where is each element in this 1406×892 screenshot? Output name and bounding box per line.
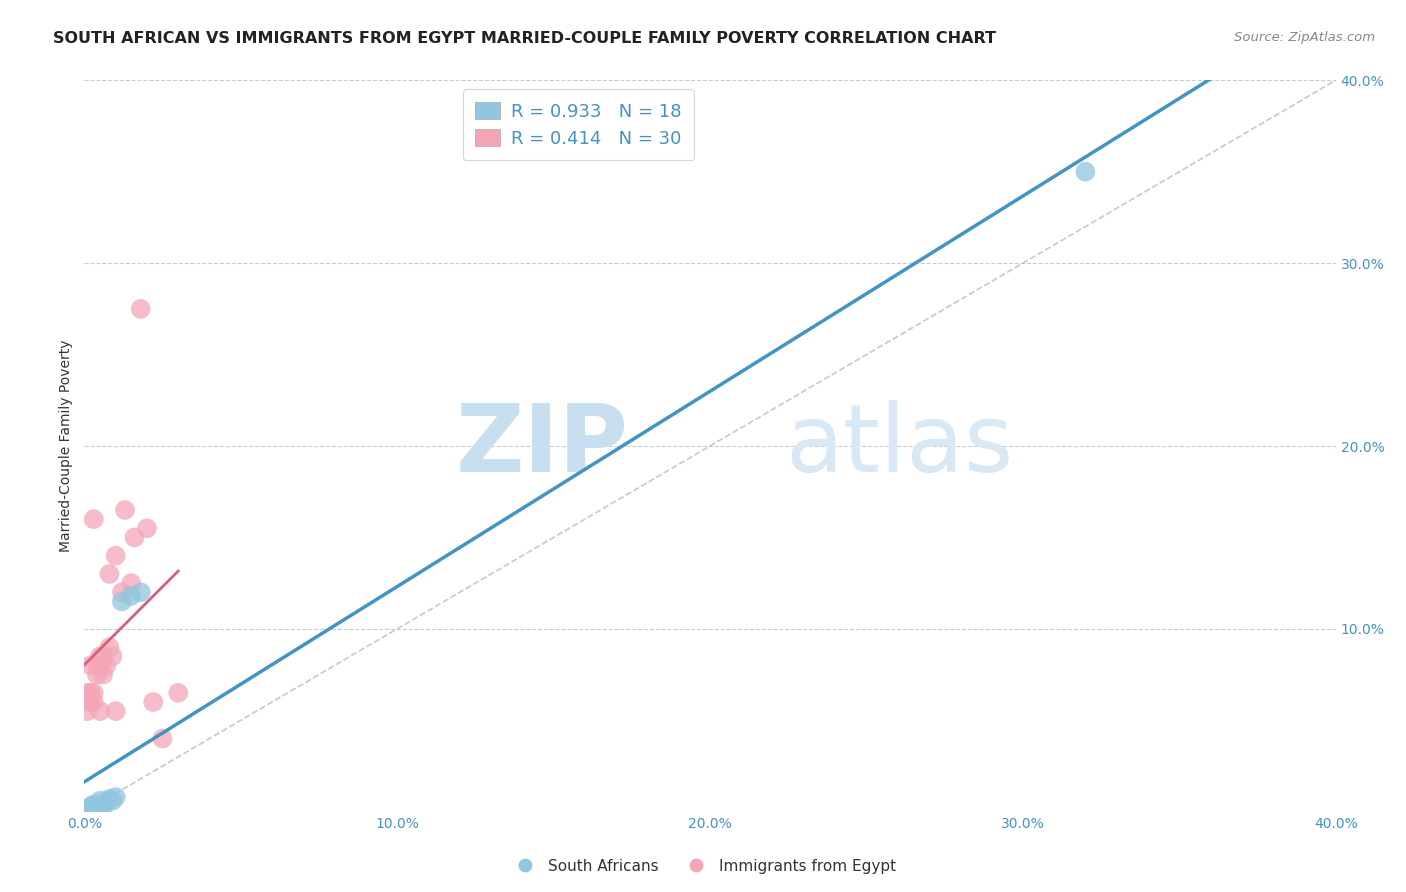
Point (96, 658, 118, 673)
Point (120, 576, 142, 591)
Point (111, 594, 134, 608)
Point (91, 649, 114, 664)
Text: SOUTH AFRICAN VS IMMIGRANTS FROM EGYPT MARRIED-COUPLE FAMILY POVERTY CORRELATION: SOUTH AFRICAN VS IMMIGRANTS FROM EGYPT M… (53, 31, 997, 46)
Point (79, 686, 101, 700)
Point (152, 731, 174, 746)
Point (86, 658, 108, 673)
Point (91, 799, 114, 814)
Point (129, 585, 152, 599)
Point (89, 794, 111, 808)
Point (79, 799, 101, 814)
Point (114, 503, 136, 517)
Point (129, 301, 152, 316)
Point (83, 797, 105, 812)
Point (98, 792, 121, 806)
Point (136, 521, 159, 535)
Point (111, 585, 134, 599)
Point (83, 803, 105, 817)
Point (101, 649, 124, 664)
Point (86, 799, 108, 814)
Point (89, 649, 111, 664)
Point (89, 704, 111, 718)
Point (98, 640, 121, 655)
Point (86, 801, 108, 815)
Point (89, 658, 111, 673)
Point (83, 686, 105, 700)
Text: ZIP: ZIP (456, 400, 628, 492)
Y-axis label: Married-Couple Family Poverty: Married-Couple Family Poverty (59, 340, 73, 552)
Point (79, 658, 101, 673)
Point (98, 567, 121, 582)
Point (76, 803, 98, 817)
Point (104, 704, 127, 718)
Point (104, 549, 127, 563)
Point (124, 530, 146, 544)
Point (167, 686, 190, 700)
Point (120, 589, 142, 603)
Point (1074, 164, 1097, 178)
Point (76, 704, 98, 718)
Point (79, 695, 101, 709)
Point (86, 667, 108, 681)
Point (96, 796, 118, 810)
Point (83, 512, 105, 526)
Text: atlas: atlas (785, 400, 1014, 492)
Point (83, 695, 105, 709)
Legend: R = 0.933   N = 18, R = 0.414   N = 30: R = 0.933 N = 18, R = 0.414 N = 30 (463, 89, 695, 161)
Legend: South Africans, Immigrants from Egypt: South Africans, Immigrants from Egypt (503, 853, 903, 880)
Point (79, 801, 101, 815)
Point (101, 794, 124, 808)
Point (91, 667, 114, 681)
Point (89, 797, 111, 812)
Text: Source: ZipAtlas.com: Source: ZipAtlas.com (1234, 31, 1375, 45)
Point (76, 686, 98, 700)
Point (142, 695, 165, 709)
Point (104, 790, 127, 805)
